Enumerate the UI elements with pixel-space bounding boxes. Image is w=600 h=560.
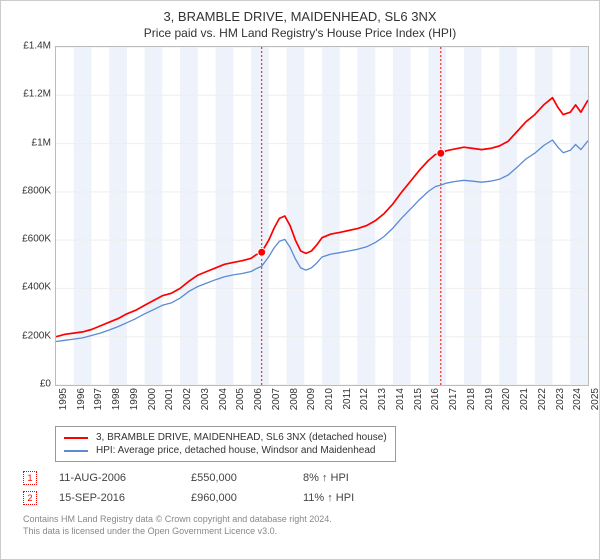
legend-label-0: 3, BRAMBLE DRIVE, MAIDENHEAD, SL6 3NX (d…	[96, 432, 387, 443]
chart-container: 3, BRAMBLE DRIVE, MAIDENHEAD, SL6 3NX Pr…	[0, 0, 600, 560]
x-tick-label: 1999	[129, 388, 140, 410]
credits-line1: Contains HM Land Registry data © Crown c…	[23, 514, 589, 526]
legend-label-1: HPI: Average price, detached house, Wind…	[96, 445, 375, 456]
x-tick-label: 1995	[58, 388, 69, 410]
chart-title: 3, BRAMBLE DRIVE, MAIDENHEAD, SL6 3NX	[11, 9, 589, 24]
x-tick-label: 2012	[359, 388, 370, 410]
y-tick-label: £800K	[22, 185, 51, 196]
sales-date-0: 11-AUG-2006	[59, 472, 169, 484]
y-tick-label: £200K	[22, 330, 51, 341]
sales-price-0: £550,000	[191, 472, 281, 484]
y-tick-label: £1.2M	[23, 89, 51, 100]
credits-line2: This data is licensed under the Open Gov…	[23, 526, 589, 538]
legend-swatch-1	[64, 450, 88, 452]
x-tick-label: 1997	[93, 388, 104, 410]
x-tick-label: 2014	[395, 388, 406, 410]
x-tick-label: 2000	[147, 388, 158, 410]
x-tick-label: 2023	[555, 388, 566, 410]
sales-badge-1: 2	[23, 491, 37, 505]
sales-date-1: 15-SEP-2016	[59, 492, 169, 504]
y-tick-label: £600K	[22, 234, 51, 245]
y-tick-label: £1M	[32, 137, 51, 148]
y-tick-label: £400K	[22, 282, 51, 293]
titles-block: 3, BRAMBLE DRIVE, MAIDENHEAD, SL6 3NX Pr…	[11, 9, 589, 40]
x-tick-label: 2006	[253, 388, 264, 410]
x-tick-label: 1998	[111, 388, 122, 410]
x-tick-label: 2025	[590, 388, 600, 410]
x-tick-label: 2009	[306, 388, 317, 410]
x-tick-label: 2021	[519, 388, 530, 410]
sales-badge-0: 1	[23, 471, 37, 485]
x-tick-label: 2016	[430, 388, 441, 410]
sales-delta-1: 11% ↑ HPI	[303, 492, 403, 504]
plot-column: 12 1995 1996 1997 1998 1999 2000 2001 2002 2003 2…	[55, 46, 589, 424]
legend-row-0: 3, BRAMBLE DRIVE, MAIDENHEAD, SL6 3NX (d…	[64, 431, 387, 444]
x-tick-label: 2004	[218, 388, 229, 410]
x-tick-label: 2001	[164, 388, 175, 410]
x-tick-label: 2005	[235, 388, 246, 410]
chart-subtitle: Price paid vs. HM Land Registry's House …	[11, 26, 589, 40]
legend-swatch-0	[64, 437, 88, 439]
y-tick-label: £1.4M	[23, 41, 51, 52]
y-tick-label: £0	[40, 379, 51, 390]
sales-price-1: £960,000	[191, 492, 281, 504]
y-axis: £0£200K£400K£600K£800K£1M£1.2M£1.4M	[11, 46, 55, 386]
x-tick-label: 2022	[537, 388, 548, 410]
x-tick-label: 2011	[342, 388, 353, 410]
x-tick-label: 2019	[484, 388, 495, 410]
x-tick-label: 2018	[466, 388, 477, 410]
x-tick-label: 2003	[200, 388, 211, 410]
x-tick-label: 2020	[501, 388, 512, 410]
x-tick-label: 2007	[271, 388, 282, 410]
credits: Contains HM Land Registry data © Crown c…	[23, 514, 589, 537]
sales-row-1: 2 15-SEP-2016 £960,000 11% ↑ HPI	[23, 488, 589, 508]
x-tick-label: 2017	[448, 388, 459, 410]
chart-wrap: £0£200K£400K£600K£800K£1M£1.2M£1.4M 12 1…	[11, 46, 589, 424]
x-tick-label: 2024	[572, 388, 583, 410]
x-tick-label: 1996	[76, 388, 87, 410]
legend-row-1: HPI: Average price, detached house, Wind…	[64, 444, 387, 457]
x-tick-label: 2015	[413, 388, 424, 410]
plot-svg	[56, 47, 588, 385]
x-axis: 1995 1996 1997 1998 1999 2000 2001 2002 2003 2004…	[55, 386, 589, 424]
sales-table: 1 11-AUG-2006 £550,000 8% ↑ HPI 2 15-SEP…	[23, 468, 589, 508]
x-tick-label: 2010	[324, 388, 335, 410]
plot-area: 12	[55, 46, 589, 386]
sales-row-0: 1 11-AUG-2006 £550,000 8% ↑ HPI	[23, 468, 589, 488]
x-tick-label: 2013	[377, 388, 388, 410]
x-tick-label: 2008	[289, 388, 300, 410]
sales-delta-0: 8% ↑ HPI	[303, 472, 403, 484]
legend: 3, BRAMBLE DRIVE, MAIDENHEAD, SL6 3NX (d…	[55, 426, 396, 462]
x-tick-label: 2002	[182, 388, 193, 410]
